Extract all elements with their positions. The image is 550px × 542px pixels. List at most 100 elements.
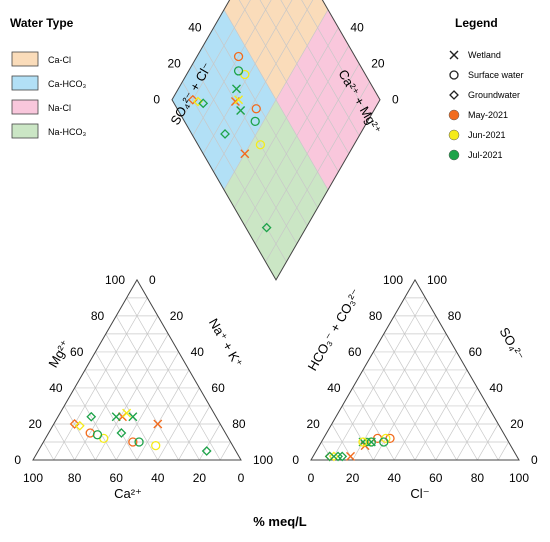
plot-frames bbox=[32, 0, 520, 461]
anion-bottom-tick: 80 bbox=[471, 471, 485, 485]
diamond-point bbox=[198, 98, 209, 109]
cation-point bbox=[122, 408, 132, 418]
anion-point bbox=[346, 451, 356, 461]
diamond-point bbox=[261, 222, 272, 233]
cation-right-tick: 100 bbox=[253, 453, 273, 467]
diamond-point bbox=[233, 51, 244, 62]
diamond-upper-left-tick: 0 bbox=[153, 93, 160, 107]
cation-left-tick: 100 bbox=[105, 273, 125, 287]
water-type-label: Na-HCO₃ bbox=[48, 127, 87, 137]
central-diamond bbox=[171, 0, 381, 281]
anion-right-tick: 100 bbox=[427, 273, 447, 287]
anion-point bbox=[328, 451, 339, 462]
anion-left-tick: 60 bbox=[348, 345, 362, 359]
anion-bottom-tick: 40 bbox=[388, 471, 402, 485]
anion-right-tick: 60 bbox=[469, 345, 483, 359]
cation-point bbox=[151, 440, 161, 451]
cation-point bbox=[69, 419, 80, 429]
anion-right-tick: 40 bbox=[489, 381, 503, 395]
legend-color-dot bbox=[448, 109, 460, 121]
diamond-point bbox=[250, 116, 260, 126]
anion-bottom-tick: 20 bbox=[346, 471, 360, 485]
anion-left-tick: 80 bbox=[369, 309, 383, 323]
water-type-label: Na-Cl bbox=[48, 103, 71, 113]
cation-bottom-tick: 100 bbox=[23, 471, 43, 485]
cation-bottom-tick: 20 bbox=[193, 471, 207, 485]
legend-color-dot bbox=[448, 129, 460, 141]
anion-bottom-axis-label: Cl⁻ bbox=[410, 486, 429, 501]
cation-right-tick: 40 bbox=[191, 345, 205, 359]
cation-point bbox=[116, 428, 127, 438]
water-type-swatch bbox=[11, 123, 39, 139]
diamond-point bbox=[236, 106, 246, 116]
diamond-point bbox=[193, 96, 203, 107]
water-type-legend: Ca-Cl Ca-HCO₃ Na-Cl Na-HCO₃ bbox=[11, 51, 87, 139]
anion-bottom-tick: 0 bbox=[308, 471, 315, 485]
cation-left-tick: 0 bbox=[14, 453, 21, 467]
legend-title: Legend bbox=[455, 16, 498, 30]
cation-left-tick: 40 bbox=[49, 381, 63, 395]
cation-right-axis-label: Na⁺ + K⁺ bbox=[206, 316, 246, 370]
anion-left-tick: 20 bbox=[306, 417, 320, 431]
cation-bottom-tick: 80 bbox=[68, 471, 82, 485]
water-type-swatch bbox=[11, 51, 39, 67]
anion-triangle bbox=[310, 278, 520, 461]
cation-bottom-tick: 0 bbox=[238, 471, 245, 485]
diamond-point bbox=[255, 140, 266, 150]
water-type-label: Ca-Cl bbox=[48, 55, 71, 65]
legend-label: May-2021 bbox=[468, 110, 508, 120]
footer-units: % meq/L bbox=[253, 514, 307, 529]
legend-marker-x bbox=[449, 50, 459, 60]
anion-left-tick: 100 bbox=[383, 273, 403, 287]
diamond-point bbox=[233, 66, 244, 76]
water-type-title: Water Type bbox=[10, 16, 74, 30]
diamond-point bbox=[251, 104, 261, 114]
anion-bottom-tick: 100 bbox=[509, 471, 529, 485]
cation-point bbox=[111, 412, 121, 422]
anion-left-axis-label: HCO₃⁻ + CO₃²⁻ bbox=[305, 286, 364, 373]
anion-point bbox=[333, 451, 343, 462]
anion-point bbox=[324, 451, 335, 462]
cation-bottom-tick: 40 bbox=[151, 471, 165, 485]
cation-point bbox=[153, 419, 163, 429]
cation-bottom-axis-label: Ca²⁺ bbox=[114, 486, 142, 501]
cation-point bbox=[201, 446, 212, 456]
diamond-upper-right-tick: 20 bbox=[371, 57, 385, 71]
anion-right-tick: 0 bbox=[531, 453, 538, 467]
diamond-upper-left-tick: 20 bbox=[167, 57, 181, 71]
legend-label: Surface water bbox=[468, 70, 524, 80]
cation-left-axis-label: Mg²⁺ bbox=[45, 337, 73, 370]
cation-point bbox=[92, 430, 103, 440]
grid-lines bbox=[43, 0, 509, 461]
diamond-upper-right-tick: 0 bbox=[392, 93, 399, 107]
symbol-legend: Wetland Surface water Groundwater May-2021 J… bbox=[448, 50, 524, 161]
legend-marker-diamond bbox=[449, 90, 459, 100]
diamond-point bbox=[234, 95, 244, 105]
cation-triangle bbox=[32, 278, 242, 461]
legend-label: Wetland bbox=[468, 50, 501, 60]
anion-left-tick: 40 bbox=[327, 381, 341, 395]
cation-right-tick: 20 bbox=[170, 309, 184, 323]
diamond-point bbox=[231, 84, 241, 94]
anion-point bbox=[337, 451, 348, 462]
cation-right-tick: 60 bbox=[211, 381, 225, 395]
legend-label: Groundwater bbox=[468, 90, 520, 100]
anion-bottom-tick: 60 bbox=[429, 471, 443, 485]
diamond-point bbox=[240, 149, 250, 159]
anion-right-tick: 20 bbox=[510, 417, 524, 431]
cation-right-tick: 80 bbox=[232, 417, 246, 431]
anion-right-tick: 80 bbox=[448, 309, 462, 323]
cation-left-tick: 20 bbox=[28, 417, 42, 431]
legend-marker-circle bbox=[449, 70, 459, 80]
anion-point bbox=[379, 437, 389, 447]
cation-point bbox=[74, 420, 85, 431]
diamond-upper-left-tick: 40 bbox=[188, 21, 202, 35]
legend-label: Jun-2021 bbox=[468, 130, 506, 140]
cation-point bbox=[128, 437, 138, 447]
cation-point bbox=[128, 412, 138, 422]
anion-left-tick: 0 bbox=[292, 453, 299, 467]
cation-left-tick: 80 bbox=[91, 309, 105, 323]
water-type-swatch bbox=[11, 99, 39, 115]
